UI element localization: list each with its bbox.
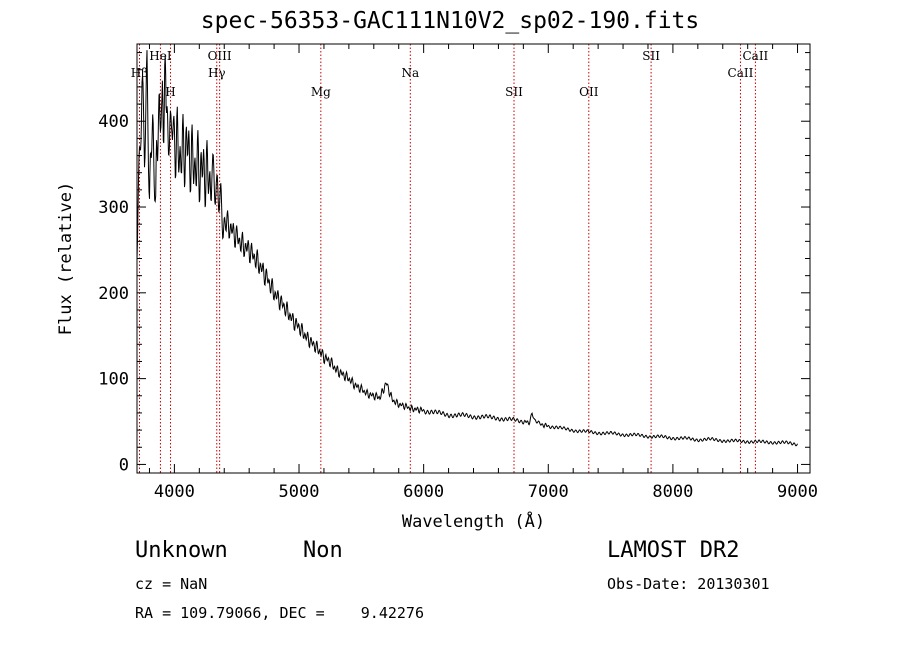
subclass-label: Non bbox=[303, 538, 343, 563]
y-tick-label: 400 bbox=[98, 112, 129, 132]
y-axis-label: Flux (relative) bbox=[56, 182, 76, 336]
spectral-line-label: OII bbox=[579, 85, 599, 99]
x-axis-label: Wavelength (Å) bbox=[402, 510, 545, 532]
spectral-line-label: OIII bbox=[208, 49, 232, 63]
spectral-line-label: Hβ bbox=[131, 66, 148, 80]
x-tick-label: 5000 bbox=[279, 482, 320, 502]
y-tick-label: 200 bbox=[98, 284, 129, 304]
coordinates-label: RA = 109.79066, DEC = 9.42276 bbox=[135, 604, 424, 622]
spectral-line-label: Hγ bbox=[208, 66, 226, 80]
classification-label: Unknown bbox=[135, 538, 228, 563]
spectral-line-label: H bbox=[165, 85, 175, 99]
y-tick-label: 0 bbox=[119, 455, 129, 475]
spectral-line-label: SII bbox=[642, 49, 660, 63]
plot-frame bbox=[136, 43, 811, 474]
spectral-line-label: Na bbox=[401, 66, 419, 80]
spectral-line-label: CaII bbox=[728, 66, 754, 80]
x-tick-label: 4000 bbox=[154, 482, 195, 502]
x-tick-label: 7000 bbox=[528, 482, 569, 502]
spectrum-line bbox=[136, 50, 798, 447]
x-tick-label: 8000 bbox=[652, 482, 693, 502]
y-tick-label: 100 bbox=[98, 370, 129, 390]
chart-title: spec-56353-GAC111N10V2_sp02-190.fits bbox=[200, 8, 700, 34]
x-tick-label: 9000 bbox=[777, 482, 818, 502]
y-axis: 0 100 200 300 400 bbox=[98, 52, 810, 475]
redshift-label: cz = NaN bbox=[135, 575, 208, 593]
spectral-line-label: HeI bbox=[149, 49, 172, 63]
survey-label: LAMOST DR2 bbox=[607, 538, 740, 563]
x-tick-label: 6000 bbox=[403, 482, 444, 502]
observation-date-label: Obs-Date: 20130301 bbox=[607, 575, 770, 593]
spectral-line-label: CaII bbox=[742, 49, 768, 63]
spectral-line-label: Mg bbox=[311, 85, 331, 99]
y-tick-label: 300 bbox=[98, 198, 129, 218]
x-axis: 4000 5000 6000 7000 8000 9000 bbox=[148, 44, 818, 502]
spectral-line-label: SII bbox=[505, 85, 523, 99]
